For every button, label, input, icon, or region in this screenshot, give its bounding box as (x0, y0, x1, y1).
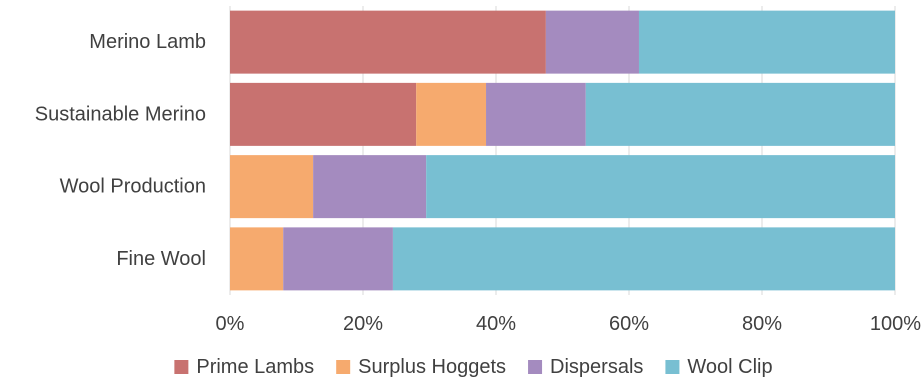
bar-segment (392, 227, 895, 291)
x-tick-label: 60% (609, 313, 649, 335)
bar-segment (230, 82, 417, 146)
x-tick-label: 100% (870, 313, 921, 335)
category-label: Merino Lamb (89, 31, 206, 53)
bar-segment (230, 227, 284, 291)
bar-segment (545, 10, 639, 74)
bar-segment (486, 82, 586, 146)
legend-label: Wool Clip (687, 356, 772, 378)
bar-segment (416, 82, 487, 146)
bars (230, 10, 895, 291)
x-tick-label: 80% (742, 313, 782, 335)
legend-swatch (174, 360, 189, 374)
x-tick-label: 20% (343, 313, 383, 335)
category-label: Sustainable Merino (35, 103, 206, 125)
x-axis-tick-labels: 0% 20% 40% 60% 80% 100% (216, 313, 922, 335)
x-tick-label: 0% (216, 313, 245, 335)
legend-label: Dispersals (550, 356, 643, 378)
bar-segment (426, 155, 895, 219)
category-label: Wool Production (60, 176, 206, 198)
legend-item: Dispersals (528, 356, 643, 378)
bar-segment (230, 10, 546, 74)
bar-segment (230, 155, 314, 219)
legend-swatch (528, 360, 543, 374)
bar-segment (313, 155, 427, 219)
legend-swatch (665, 360, 680, 374)
bar-segment (638, 10, 895, 74)
legend-item: Wool Clip (665, 356, 773, 378)
bar-segment (283, 227, 393, 291)
legend-label: Surplus Hoggets (358, 356, 506, 378)
legend-item: Surplus Hoggets (336, 356, 506, 378)
category-label: Fine Wool (116, 248, 206, 270)
category-labels: Merino Lamb Sustainable Merino Wool Produc… (35, 31, 206, 270)
bar-segment (585, 82, 895, 146)
legend-label: Prime Lambs (196, 356, 314, 378)
legend-swatch (336, 360, 351, 374)
legend-item: Prime Lambs (174, 356, 314, 378)
x-tick-label: 40% (476, 313, 516, 335)
legend: Prime Lambs Surplus Hoggets Dispersals Wool… (174, 356, 773, 378)
